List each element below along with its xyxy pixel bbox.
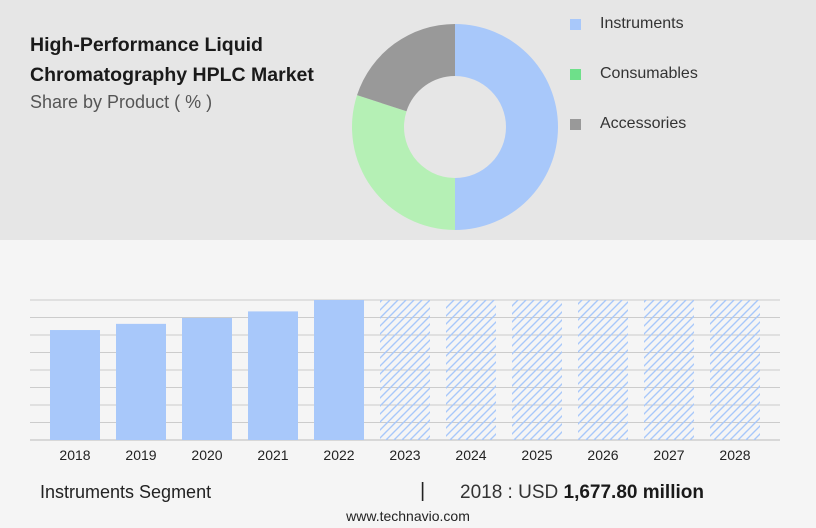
legend-swatch-instruments (570, 18, 581, 30)
footer-separator: | (420, 480, 426, 502)
bar-2026 (578, 300, 628, 440)
x-tick-label-2024: 2024 (455, 447, 486, 463)
x-tick-label-2020: 2020 (191, 447, 222, 463)
legend-item-instruments: Instruments (570, 12, 684, 36)
chart-title: High-Performance Liquid Chromatography H… (30, 30, 314, 90)
donut-slice-consumables (351, 95, 455, 230)
segment-value-amount: 1,677.80 million (563, 482, 704, 503)
legend-swatch-consumables (570, 68, 581, 80)
bar-2025 (512, 300, 562, 440)
x-tick-label-2019: 2019 (125, 447, 156, 463)
legend-item-accessories: Accessories (570, 112, 686, 136)
donut-slice-instruments (455, 24, 558, 230)
x-tick-label-2026: 2026 (587, 447, 618, 463)
chart-title-line-2: Chromatography HPLC Market (30, 64, 314, 86)
chart-subtitle: Share by Product ( % ) (30, 92, 213, 112)
legend-swatch-accessories (570, 118, 581, 130)
x-tick-label-2025: 2025 (521, 447, 552, 463)
legend-label-instruments: Instruments (600, 15, 684, 32)
x-tick-label-2027: 2027 (653, 447, 684, 463)
x-tick-label-2023: 2023 (389, 447, 420, 463)
segment-label: Instruments Segment (40, 482, 212, 502)
x-tick-label-2022: 2022 (323, 447, 354, 463)
bar-chart: 2018 2019 2020 2021 2022 2023 2024 2025 2026 2027… (30, 299, 780, 463)
bar-2019 (116, 323, 166, 440)
legend-label-consumables: Consumables (600, 65, 698, 82)
bar-2028 (710, 300, 760, 440)
bar-2020 (182, 317, 232, 440)
bar-2027 (644, 300, 694, 440)
x-tick-label-2021: 2021 (257, 447, 288, 463)
bar-2021 (248, 311, 298, 440)
x-tick-label-2028: 2028 (719, 447, 750, 463)
donut-slice-accessories (357, 24, 455, 112)
bar-2023 (380, 300, 430, 440)
legend-label-accessories: Accessories (600, 115, 687, 132)
bar-2018 (50, 330, 100, 440)
segment-value: 2018 : USD 1,677.80 million (460, 482, 704, 504)
segment-year-label: 2018 : USD (460, 482, 559, 503)
donut-chart (351, 24, 558, 230)
bar-2024 (446, 300, 496, 440)
chart-title-line-1: High-Performance Liquid (30, 34, 263, 56)
x-tick-label-2018: 2018 (59, 447, 90, 463)
site-url: www.technavio.com (346, 508, 470, 524)
bar-2022 (314, 300, 364, 440)
legend-item-consumables: Consumables (570, 62, 698, 86)
